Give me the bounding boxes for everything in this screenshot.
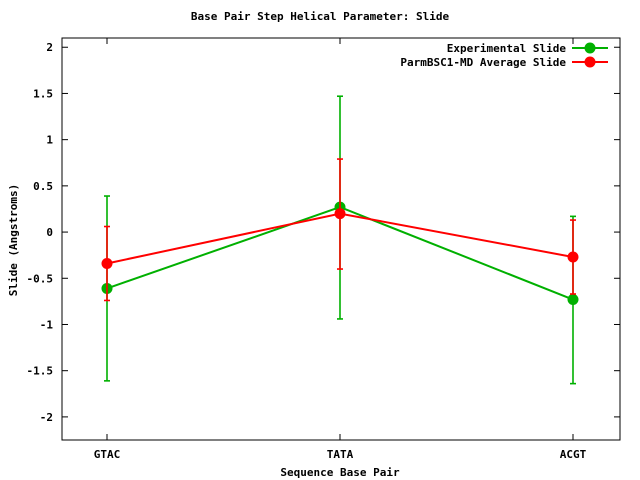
series-layer [101, 95, 579, 385]
data-point [567, 251, 579, 263]
y-tick-label: 0 [46, 226, 53, 239]
chart-title: Base Pair Step Helical Parameter: Slide [190, 10, 450, 23]
y-tick-label: 2 [46, 41, 53, 54]
legend-marker [584, 42, 596, 54]
y-tick-label: -1 [40, 318, 54, 331]
x-axis: GTAC TATA ACGT [94, 38, 587, 461]
legend-marker [584, 56, 596, 68]
data-point [334, 208, 346, 220]
legend-label: Experimental Slide [447, 42, 567, 55]
y-axis-label: Slide (Angstroms) [7, 184, 20, 297]
x-tick-label: GTAC [94, 448, 121, 461]
plot-frame [61, 37, 621, 441]
y-tick-label: 0.5 [33, 180, 53, 193]
y-axis: 2 1.5 1 0.5 0 -0.5 -1 -1.5 -2 [27, 41, 620, 424]
x-axis-label: Sequence Base Pair [280, 466, 400, 479]
y-tick-label: 1 [46, 134, 53, 147]
data-point [101, 257, 113, 269]
x-tick-label: ACGT [560, 448, 587, 461]
y-tick-label: -1.5 [27, 365, 54, 378]
x-tick-label: TATA [327, 448, 354, 461]
y-tick-label: -2 [40, 411, 53, 424]
legend-label: ParmBSC1-MD Average Slide [400, 56, 566, 69]
y-tick-label: -0.5 [27, 272, 54, 285]
series-parmbsc1 [101, 158, 579, 302]
data-point [567, 294, 579, 306]
y-tick-label: 1.5 [33, 87, 53, 100]
